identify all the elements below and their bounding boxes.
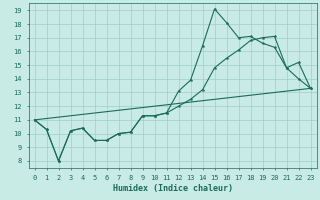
X-axis label: Humidex (Indice chaleur): Humidex (Indice chaleur) (113, 184, 233, 193)
